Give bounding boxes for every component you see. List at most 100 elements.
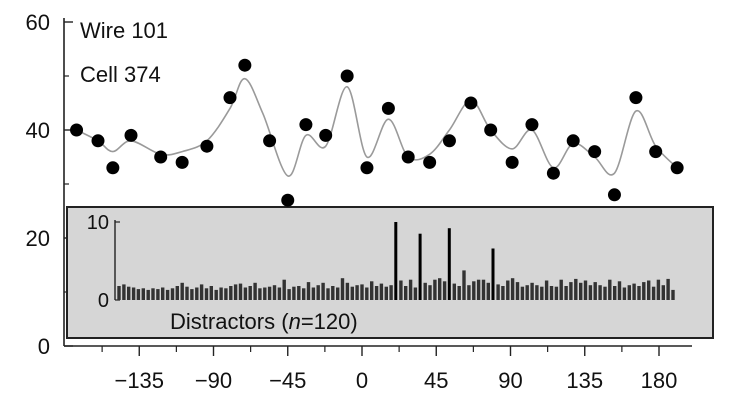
- inset-y-tick-label: 0: [98, 290, 109, 312]
- smoothed-tuning-curve: [76, 77, 678, 177]
- distractor-bar: [122, 284, 126, 300]
- distractor-bar: [506, 280, 510, 300]
- distractor-bar: [360, 284, 364, 300]
- data-point: [629, 91, 643, 105]
- data-point: [381, 101, 395, 115]
- inset-xlabel: Distractors (n=120): [170, 309, 358, 334]
- distractor-bar: [151, 288, 155, 300]
- distractor-bar: [467, 285, 471, 300]
- distractor-bar: [404, 286, 408, 300]
- data-point: [505, 155, 519, 169]
- data-point: [238, 58, 252, 72]
- distractor-bar: [438, 278, 442, 300]
- distractor-bar: [579, 282, 583, 300]
- distractor-bar: [457, 286, 461, 300]
- distractor-bar: [297, 286, 301, 300]
- distractor-bar: [598, 285, 602, 300]
- x-tick-label: 180: [641, 368, 678, 393]
- data-point: [484, 123, 498, 137]
- distractor-bar: [336, 287, 340, 300]
- data-point: [281, 193, 295, 207]
- y-tick-label: 60: [26, 10, 50, 35]
- distractor-bar: [661, 285, 665, 300]
- distractor-bar: [311, 287, 316, 300]
- cell-label: Cell 374: [80, 62, 161, 87]
- distractor-bar: [525, 285, 529, 300]
- distractor-bar: [233, 284, 238, 300]
- distractor-bar: [574, 278, 578, 300]
- distractor-bar: [131, 287, 136, 300]
- data-point: [566, 134, 580, 148]
- distractor-bar: [117, 286, 121, 300]
- distractor-bar: [170, 288, 175, 300]
- distractor-bar: [496, 284, 500, 300]
- data-point: [423, 155, 437, 169]
- distractor-bar: [447, 228, 451, 300]
- data-point: [154, 150, 168, 164]
- distractor-bar: [229, 286, 233, 300]
- distractor-bar: [433, 279, 437, 300]
- data-point: [91, 134, 105, 148]
- data-point: [607, 188, 621, 202]
- distractor-bar: [321, 282, 325, 300]
- distractor-bar: [418, 233, 422, 300]
- distractor-bar: [671, 289, 675, 300]
- distractor-bar: [292, 286, 296, 300]
- distractor-bar: [510, 278, 515, 300]
- distractor-bar: [544, 280, 549, 300]
- distractor-bar: [481, 279, 486, 300]
- distractor-bar: [214, 289, 218, 300]
- distractor-inset: 0 10 Distractors (n=120): [66, 206, 714, 339]
- distractor-bar: [554, 286, 559, 300]
- wire-label: Wire 101: [80, 18, 168, 43]
- distractor-bar: [161, 287, 165, 300]
- distractor-bar: [520, 286, 525, 300]
- distractor-bar: [345, 282, 350, 300]
- inset-y-tick-label: 10: [87, 212, 109, 234]
- distractor-bar: [316, 285, 320, 300]
- distractor-bar: [224, 288, 228, 300]
- data-point: [200, 139, 214, 153]
- data-point: [223, 91, 237, 105]
- data-point: [175, 155, 189, 169]
- inset-panel: [66, 206, 714, 339]
- data-point: [442, 134, 456, 148]
- distractor-bar: [379, 283, 384, 300]
- distractor-bar: [248, 286, 252, 300]
- distractor-bar: [180, 282, 184, 300]
- distractor-bar: [535, 285, 539, 300]
- distractor-bar: [632, 283, 636, 300]
- data-point: [464, 96, 478, 110]
- distractor-bar: [666, 278, 670, 300]
- distractor-bar: [530, 282, 534, 300]
- main-axes: 0 20 40 60 −135 −90 −45 0 45 90 135 180: [26, 10, 692, 393]
- distractor-bar: [141, 288, 145, 300]
- data-point: [525, 118, 539, 132]
- data-point: [670, 161, 684, 175]
- distractor-bar: [238, 283, 243, 300]
- distractor-bar: [647, 280, 651, 300]
- distractor-bar: [267, 286, 272, 300]
- distractor-bar: [199, 284, 204, 300]
- data-point: [360, 161, 374, 175]
- distractor-bar: [637, 286, 641, 300]
- distractor-bar: [501, 286, 505, 300]
- distractor-bar: [277, 287, 282, 300]
- x-tick-label: 45: [424, 368, 448, 393]
- y-tick-label: 20: [26, 226, 50, 251]
- data-point: [588, 145, 602, 159]
- inset-bars: [117, 222, 675, 300]
- distractor-bar: [219, 287, 223, 300]
- distractor-bar: [462, 270, 466, 300]
- distractor-bar: [617, 281, 622, 300]
- distractor-bar: [608, 279, 612, 300]
- distractor-bar: [355, 285, 359, 300]
- distractor-bar: [195, 287, 199, 300]
- distractor-bar: [642, 282, 646, 300]
- distractor-bar: [622, 287, 627, 300]
- distractor-bar: [165, 289, 170, 300]
- data-point: [401, 150, 415, 164]
- distractor-bar: [253, 282, 257, 300]
- distractor-bar: [258, 288, 262, 300]
- distractor-bar: [559, 279, 563, 300]
